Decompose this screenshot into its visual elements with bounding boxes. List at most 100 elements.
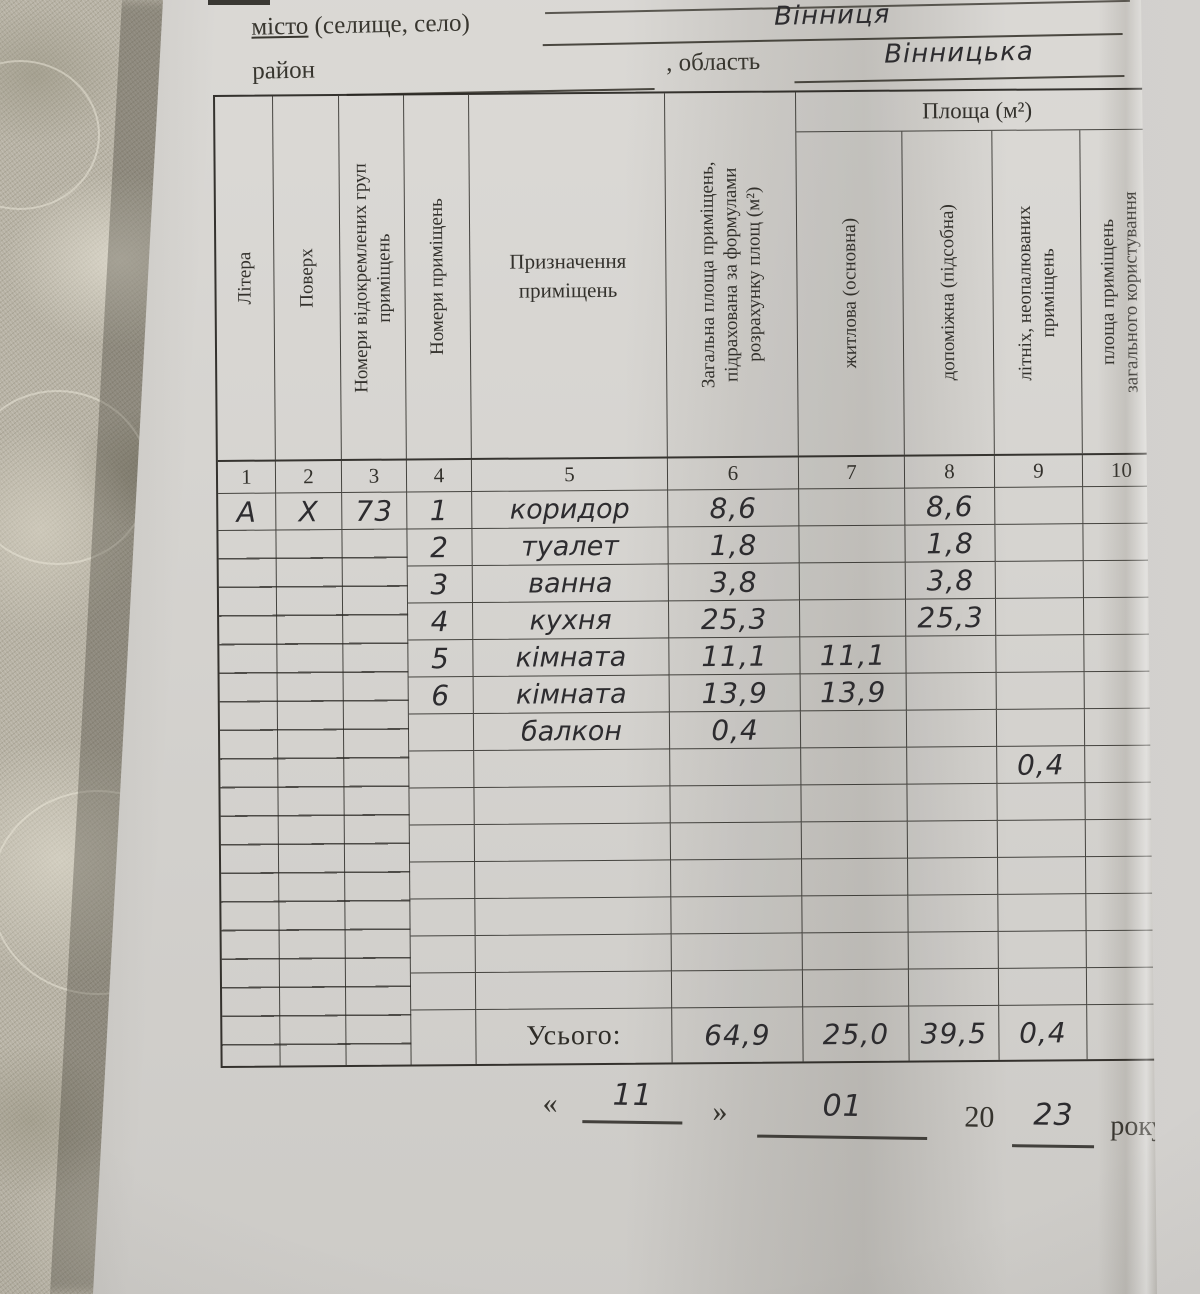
room-number: 2 bbox=[407, 528, 473, 567]
room-purpose: коридор bbox=[472, 490, 669, 529]
table-header: Літера Поверх Номери відокремлених груп … bbox=[215, 89, 1157, 462]
district-label: район bbox=[251, 56, 316, 85]
empty-cell bbox=[220, 826, 280, 864]
empty-cell bbox=[410, 935, 476, 974]
empty-cell bbox=[998, 968, 1088, 1006]
empty-cell bbox=[345, 973, 412, 1011]
col-label: житлова (основна) bbox=[838, 218, 862, 369]
table-cell bbox=[996, 672, 1085, 710]
table-cell bbox=[278, 751, 345, 790]
totals-label: Усього: bbox=[476, 1008, 673, 1064]
empty-cell bbox=[344, 825, 411, 863]
table-cell bbox=[995, 598, 1085, 636]
table-cell bbox=[799, 599, 907, 638]
oblast-value-line: Вінницька bbox=[793, 34, 1125, 84]
area-total: 8,6 bbox=[668, 489, 800, 528]
empty-cell bbox=[475, 860, 672, 899]
col-number: 5 bbox=[471, 458, 669, 492]
empty-cell bbox=[474, 823, 672, 862]
empty-cell bbox=[802, 895, 909, 934]
totals-area-auxiliary: 39,5 bbox=[909, 1005, 1000, 1061]
area-total: 11,1 bbox=[669, 637, 801, 676]
col-label: Призначення приміщень bbox=[509, 248, 627, 303]
empty-cell bbox=[907, 783, 998, 822]
date-line: « 11 » 01 20 23 року bbox=[212, 1072, 1157, 1157]
table-cell bbox=[800, 710, 908, 749]
table-body: 1 2 3 4 5 6 7 8 9 10 А Х 73 1 коридор 8,… bbox=[217, 454, 1157, 1066]
room-number: 6 bbox=[408, 676, 474, 715]
empty-cell bbox=[221, 900, 280, 938]
area-auxiliary: 1,8 bbox=[905, 524, 996, 563]
table-cell bbox=[996, 635, 1085, 673]
city-value: Вінниця bbox=[773, 0, 891, 32]
table-cell bbox=[219, 678, 278, 716]
oblast-label: , область bbox=[665, 47, 761, 77]
col-header-summer-area: літніх, неопалюваних приміщень bbox=[992, 130, 1083, 454]
empty-cell bbox=[908, 931, 999, 970]
area-auxiliary: 3,8 bbox=[905, 561, 996, 600]
table-cell bbox=[799, 488, 906, 527]
empty-cell bbox=[997, 820, 1087, 858]
empty-cell bbox=[474, 786, 671, 825]
day-value: 11 bbox=[612, 1077, 654, 1114]
empty-cell bbox=[279, 936, 346, 975]
col-header-auxiliary-area: допоміжна (підсобна) bbox=[902, 130, 995, 455]
table-cell bbox=[799, 562, 906, 601]
col-header-room-numbers: Номери приміщень bbox=[404, 94, 472, 459]
table-cell bbox=[343, 714, 410, 752]
table-cell bbox=[219, 715, 279, 753]
floor-value: Х bbox=[276, 492, 343, 531]
table-cell bbox=[277, 677, 344, 716]
empty-cell bbox=[221, 974, 281, 1012]
table-cell bbox=[799, 525, 906, 564]
table-cell bbox=[277, 603, 344, 642]
month-value: 01 bbox=[822, 1088, 863, 1125]
area-auxiliary: 8,6 bbox=[905, 487, 996, 526]
area-summer: 0,4 bbox=[997, 746, 1086, 784]
table-cell bbox=[280, 1010, 347, 1066]
empty-cell bbox=[908, 968, 1000, 1007]
year-value-line: 23 bbox=[1012, 1097, 1095, 1149]
area-living: 13,9 bbox=[800, 673, 907, 712]
table-cell bbox=[219, 604, 278, 642]
oblast-value: Вінницька bbox=[883, 36, 1035, 70]
table-cell bbox=[342, 566, 408, 604]
col-number: 3 bbox=[341, 460, 408, 493]
year-value: 23 bbox=[1033, 1097, 1074, 1134]
table-cell bbox=[408, 713, 475, 752]
empty-cell bbox=[802, 858, 909, 897]
group-number-value: 73 bbox=[342, 492, 408, 530]
table-cell bbox=[411, 1009, 477, 1065]
col-header-living-area: житлова (основна) bbox=[796, 131, 905, 456]
table-cell bbox=[474, 749, 671, 788]
table-cell bbox=[670, 748, 802, 787]
col-header-floor: Поверх bbox=[273, 96, 342, 460]
area-auxiliary: 25,3 bbox=[905, 598, 997, 637]
col-number: 8 bbox=[904, 455, 996, 489]
empty-cell bbox=[279, 862, 346, 901]
empty-cell bbox=[221, 937, 280, 975]
totals-area-summer: 0,4 bbox=[999, 1005, 1088, 1060]
empty-cell bbox=[279, 973, 347, 1012]
room-purpose: балкон bbox=[473, 712, 671, 751]
table-cell bbox=[343, 603, 409, 641]
empty-cell bbox=[278, 825, 346, 864]
col-label: Загальна площа приміщень, підрахована за… bbox=[696, 161, 766, 388]
table-cell bbox=[343, 677, 409, 715]
empty-cell bbox=[997, 783, 1086, 821]
col-header-group-numbers: Номери відокремлених груп приміщень bbox=[339, 95, 407, 459]
district-value-line bbox=[345, 48, 655, 96]
col-label: Номери відокремлених груп приміщень bbox=[349, 162, 395, 393]
area-total: 1,8 bbox=[668, 526, 800, 565]
empty-cell bbox=[998, 894, 1087, 932]
empty-cell bbox=[410, 861, 476, 900]
col-header-litera: Літера bbox=[215, 96, 276, 460]
city-label-rest: (селище, село) bbox=[308, 9, 471, 40]
empty-cell bbox=[670, 785, 802, 824]
table-cell bbox=[276, 529, 343, 568]
totals-area-living: 25,0 bbox=[803, 1006, 910, 1062]
table-cell bbox=[219, 641, 278, 679]
table-cell bbox=[218, 530, 277, 568]
